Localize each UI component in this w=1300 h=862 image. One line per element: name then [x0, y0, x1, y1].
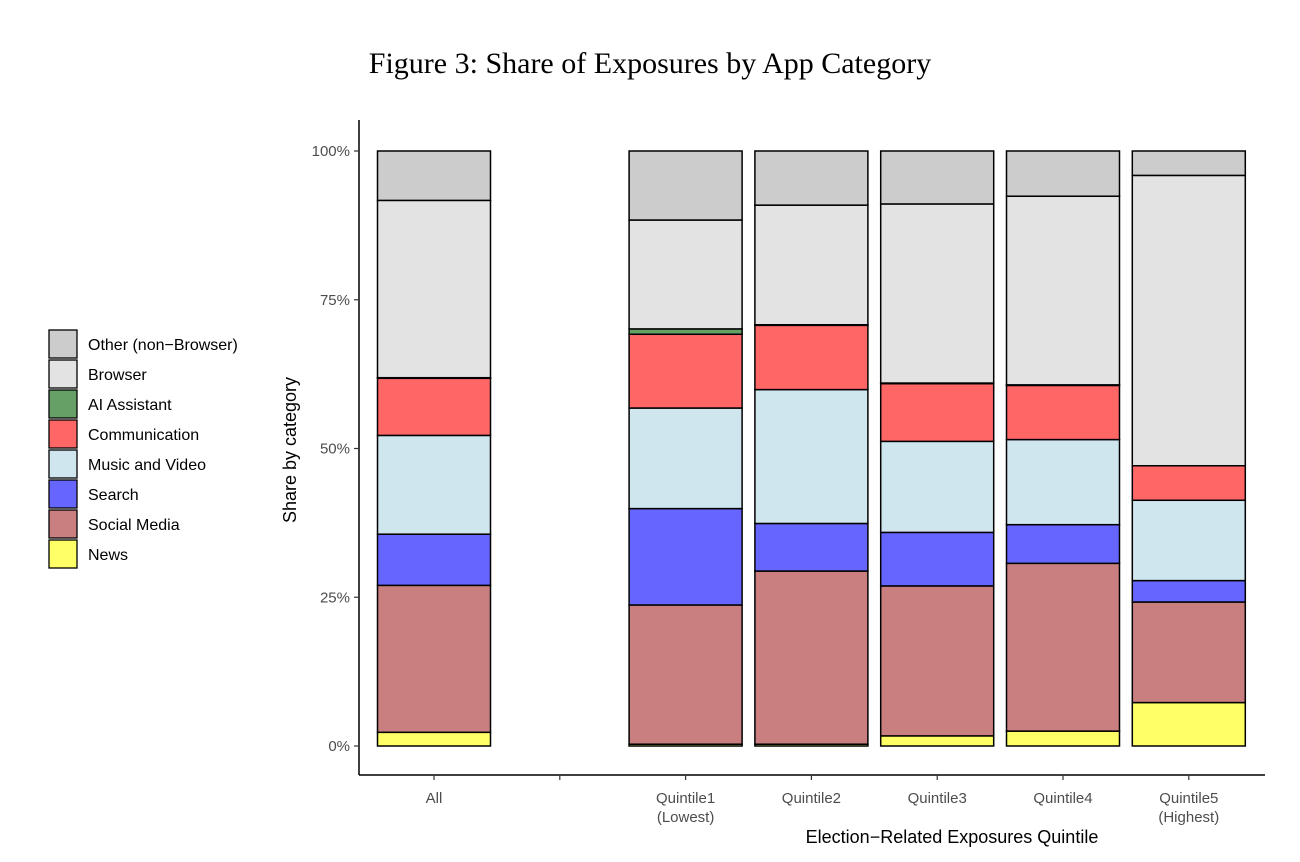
bar-segment	[376, 584, 492, 734]
bar-segment	[879, 440, 995, 534]
bar-segment	[879, 531, 995, 587]
x-axis-title: Election−Related Exposures Quintile	[806, 827, 1099, 847]
bar-segment	[628, 333, 743, 409]
bar-segment	[754, 570, 869, 745]
bar-segment	[754, 204, 869, 326]
y-tick-label: 50%	[320, 441, 350, 458]
legend-label: News	[88, 547, 128, 564]
bar-segment	[376, 199, 492, 379]
bar-segment	[1005, 150, 1121, 197]
bar-segment	[1005, 195, 1121, 386]
y-axis-title: Share by category	[280, 377, 300, 523]
bar-segment	[1005, 384, 1121, 441]
legend-label: Search	[88, 487, 139, 504]
x-tick-label: All	[426, 790, 443, 807]
bar-segment	[879, 735, 995, 747]
legend-swatch	[48, 419, 78, 449]
legend-label: AI Assistant	[88, 397, 172, 414]
bar-segment	[1131, 150, 1247, 177]
bar-segment	[376, 533, 492, 587]
bar-segment	[1005, 562, 1121, 732]
plot-area: 0% 25% 50% 75% 100% All Quintile1 (Lowest) Quint…	[312, 120, 1265, 826]
bar-segment	[754, 522, 869, 572]
bar-segment	[628, 219, 743, 330]
bar-segment	[376, 377, 492, 437]
y-tick-label: 75%	[320, 292, 350, 309]
y-tick-label: 0%	[328, 738, 350, 755]
legend-label: Social Media	[88, 517, 180, 534]
y-tick-label: 100%	[312, 143, 350, 160]
bar-segment	[879, 585, 995, 737]
bar-segment	[879, 150, 995, 205]
bar-segment	[628, 604, 743, 745]
bar-segment	[376, 150, 492, 202]
legend-label: Other (non−Browser)	[88, 337, 238, 354]
bar-segment	[1131, 701, 1247, 747]
bar-segment	[879, 382, 995, 443]
x-tick-label: Quintile2	[782, 790, 841, 807]
legend-swatch	[48, 509, 78, 539]
bar-segment	[754, 388, 869, 525]
legend-swatch	[48, 449, 78, 479]
legend-swatch	[48, 359, 78, 389]
x-tick-label: Quintile1	[656, 790, 715, 807]
legend-label: Communication	[88, 427, 199, 444]
chart-title: Figure 3: Share of Exposures by App Cate…	[369, 47, 931, 80]
x-tick-sublabel: (Lowest)	[657, 809, 715, 826]
bar-segment	[1131, 499, 1247, 582]
x-tick-label: Quintile4	[1033, 790, 1092, 807]
bar-segment	[1005, 730, 1121, 747]
bar-segment	[1005, 523, 1121, 565]
bar-segment	[1005, 438, 1121, 526]
bar-segment	[628, 407, 743, 510]
bar-segment	[754, 150, 869, 206]
x-tick-sublabel: (Highest)	[1158, 809, 1219, 826]
bar-segment	[1131, 601, 1247, 704]
bar-segment	[376, 731, 492, 747]
bar-segment	[376, 434, 492, 535]
legend-swatch	[48, 389, 78, 419]
bar-segment	[628, 328, 743, 336]
legend-swatch	[48, 539, 78, 569]
legend-label: Browser	[88, 367, 147, 384]
bar-segment	[1131, 465, 1247, 502]
y-tick-label: 25%	[320, 589, 350, 606]
legend-label: Music and Video	[88, 457, 206, 474]
bar-segment	[879, 203, 995, 384]
x-tick-label: Quintile3	[908, 790, 967, 807]
legend-swatch	[48, 329, 78, 359]
bar-segment	[1131, 174, 1247, 467]
bar-segment	[1131, 579, 1247, 603]
x-tick-label: Quintile5	[1159, 790, 1218, 807]
bar-segment	[754, 324, 869, 391]
bar-segment	[628, 150, 743, 221]
legend: Other (non−Browser) Browser AI Assistant Co…	[48, 329, 238, 569]
bar-segment	[628, 507, 743, 606]
legend-swatch	[48, 479, 78, 509]
